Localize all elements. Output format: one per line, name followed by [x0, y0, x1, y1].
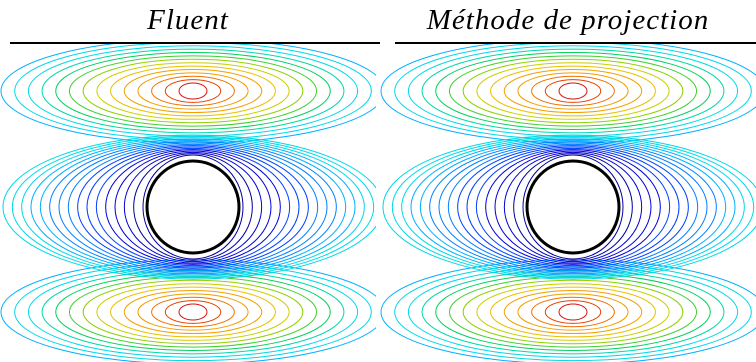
cylinder-contour-line [86, 146, 300, 268]
upper-contour-line [110, 65, 276, 117]
cylinder-contour-line [503, 151, 643, 263]
panel-title-projection-method: Méthode de projection [426, 4, 710, 36]
cylinder-contour-line [30, 138, 356, 276]
cylinder-contour-line [123, 151, 263, 263]
title-underline [395, 42, 756, 44]
upper-contour-line [394, 44, 752, 141]
cylinder-contour-line [485, 149, 661, 265]
cylinder-contour-line [105, 149, 281, 265]
lower-contour-line [82, 279, 304, 345]
upper-contour-line [544, 79, 602, 103]
cylinder-contour-line [39, 139, 347, 275]
cylinder-contour-line [447, 143, 699, 271]
cylinder-contour-line [419, 139, 727, 275]
lower-contour-line [178, 303, 208, 321]
lower-contour-line [462, 279, 684, 345]
cylinder-contour-line [475, 147, 671, 267]
cylinder-contour-line [410, 138, 736, 276]
cylinder-contour-line [133, 153, 253, 261]
upper-contour-line [531, 75, 615, 107]
upper-contour-line [14, 44, 372, 141]
upper-contour-line [68, 55, 318, 127]
panel-fluent: Fluent [0, 0, 380, 362]
upper-contour-line [558, 82, 588, 100]
upper-contour-line [55, 52, 331, 130]
upper-contour-line [517, 72, 629, 110]
contour-plot-fluent [0, 44, 376, 362]
title-underline [10, 42, 380, 44]
upper-contour-line [164, 79, 222, 103]
upper-contour-line [490, 65, 656, 117]
upper-contour-line [178, 82, 208, 100]
lower-contour-line [531, 296, 615, 328]
upper-contour-line [462, 58, 684, 124]
cylinder-obstacle [525, 159, 621, 255]
upper-contour-line [476, 62, 670, 120]
lower-contour-line [448, 276, 698, 348]
panel-title-fluent: Fluent [147, 4, 229, 36]
lower-contour-line [137, 293, 249, 331]
cylinder-contour-line [466, 146, 680, 268]
cylinder-contour-line [513, 153, 633, 261]
cylinder-contour-line [522, 154, 624, 260]
cylinder-obstacle [145, 159, 241, 255]
lower-contour-line [421, 269, 725, 355]
lower-contour-line [164, 300, 222, 324]
panel-projection-method: Méthode de projection [380, 0, 756, 362]
cylinder-contour-line [429, 141, 717, 273]
cylinder-contour-line [49, 141, 337, 273]
cylinder-contour-line [11, 135, 375, 279]
upper-contour-line [151, 75, 235, 107]
cylinder-contour-line [382, 134, 756, 280]
cylinder-contour-line [457, 145, 689, 269]
upper-contour-line [41, 48, 345, 134]
lower-contour-line [490, 286, 656, 338]
lower-contour-line [123, 289, 263, 335]
cylinder-contour-line [142, 154, 244, 260]
cylinder-contour-line [77, 145, 309, 269]
lower-contour-line [503, 289, 643, 335]
lower-contour-line [476, 283, 670, 341]
lower-contour-line [68, 276, 318, 348]
lower-contour-line [558, 303, 588, 321]
lower-contour-line [517, 293, 629, 331]
cylinder-contour-line [494, 150, 652, 264]
lower-contour-line [110, 286, 276, 338]
upper-contour-line [96, 62, 290, 120]
upper-contour-line [137, 72, 249, 110]
lower-contour-line [544, 300, 602, 324]
upper-contour-line [435, 52, 711, 130]
lower-contour-line [41, 269, 345, 355]
upper-contour-line [82, 58, 304, 124]
upper-contour-line [448, 55, 698, 127]
lower-contour-line [151, 296, 235, 328]
upper-contour-line [421, 48, 725, 134]
upper-contour-line [123, 68, 263, 114]
lower-contour-line [96, 283, 290, 341]
contour-plot-projection-method [380, 44, 756, 362]
cylinder-contour-line [391, 135, 755, 279]
cylinder-contour-line [67, 143, 319, 271]
cylinder-contour-line [2, 134, 376, 280]
cylinder-contour-line [21, 137, 365, 277]
cylinder-contour-line [438, 142, 708, 272]
cylinder-contour-line [58, 142, 328, 272]
cylinder-contour-line [114, 150, 272, 264]
upper-contour-line [503, 68, 643, 114]
cylinder-contour-line [401, 137, 745, 277]
cylinder-contour-line [95, 147, 291, 267]
